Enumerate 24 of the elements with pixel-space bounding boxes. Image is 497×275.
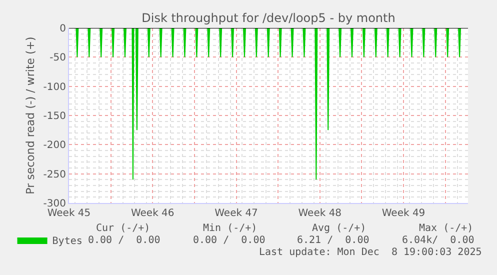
chart-title: Disk throughput for /dev/loop5 - by month [142, 11, 396, 26]
x-tick-label: Week 47 [214, 208, 258, 219]
y-tick-label: -100 [43, 82, 66, 93]
text: 0.00 / 0.00 [88, 235, 160, 246]
x-tick-label: Week 45 [47, 208, 91, 219]
text: 6.04k/ 0.00 [402, 235, 474, 246]
y-axis-title: Pr second read (-) / write (+) [24, 36, 37, 194]
x-tick-label: Week 49 [382, 208, 426, 219]
y-tick-label: -150 [43, 111, 66, 122]
text: Last update: Mon Dec 8 19:00:03 2025 [259, 247, 482, 258]
x-tick-label: Week 48 [298, 208, 342, 219]
text: Min (-/+) [203, 223, 258, 234]
text: 6.21 / 0.00 [297, 235, 370, 246]
y-tick-label: -300 [43, 198, 66, 210]
y-tick-label: -250 [43, 169, 66, 180]
y-tick-label: -200 [43, 140, 66, 152]
y-tick-label: -50 [50, 52, 66, 64]
text: Max (-/+) [419, 223, 474, 234]
text: Cur (-/+) [96, 223, 150, 234]
text: Avg (-/+) [312, 223, 366, 234]
y-tick-label: 0 [60, 24, 66, 34]
text: 0.00 / 0.00 [193, 235, 266, 246]
x-tick-label: Week 46 [130, 208, 174, 219]
legend-label: Bytes [52, 236, 82, 247]
